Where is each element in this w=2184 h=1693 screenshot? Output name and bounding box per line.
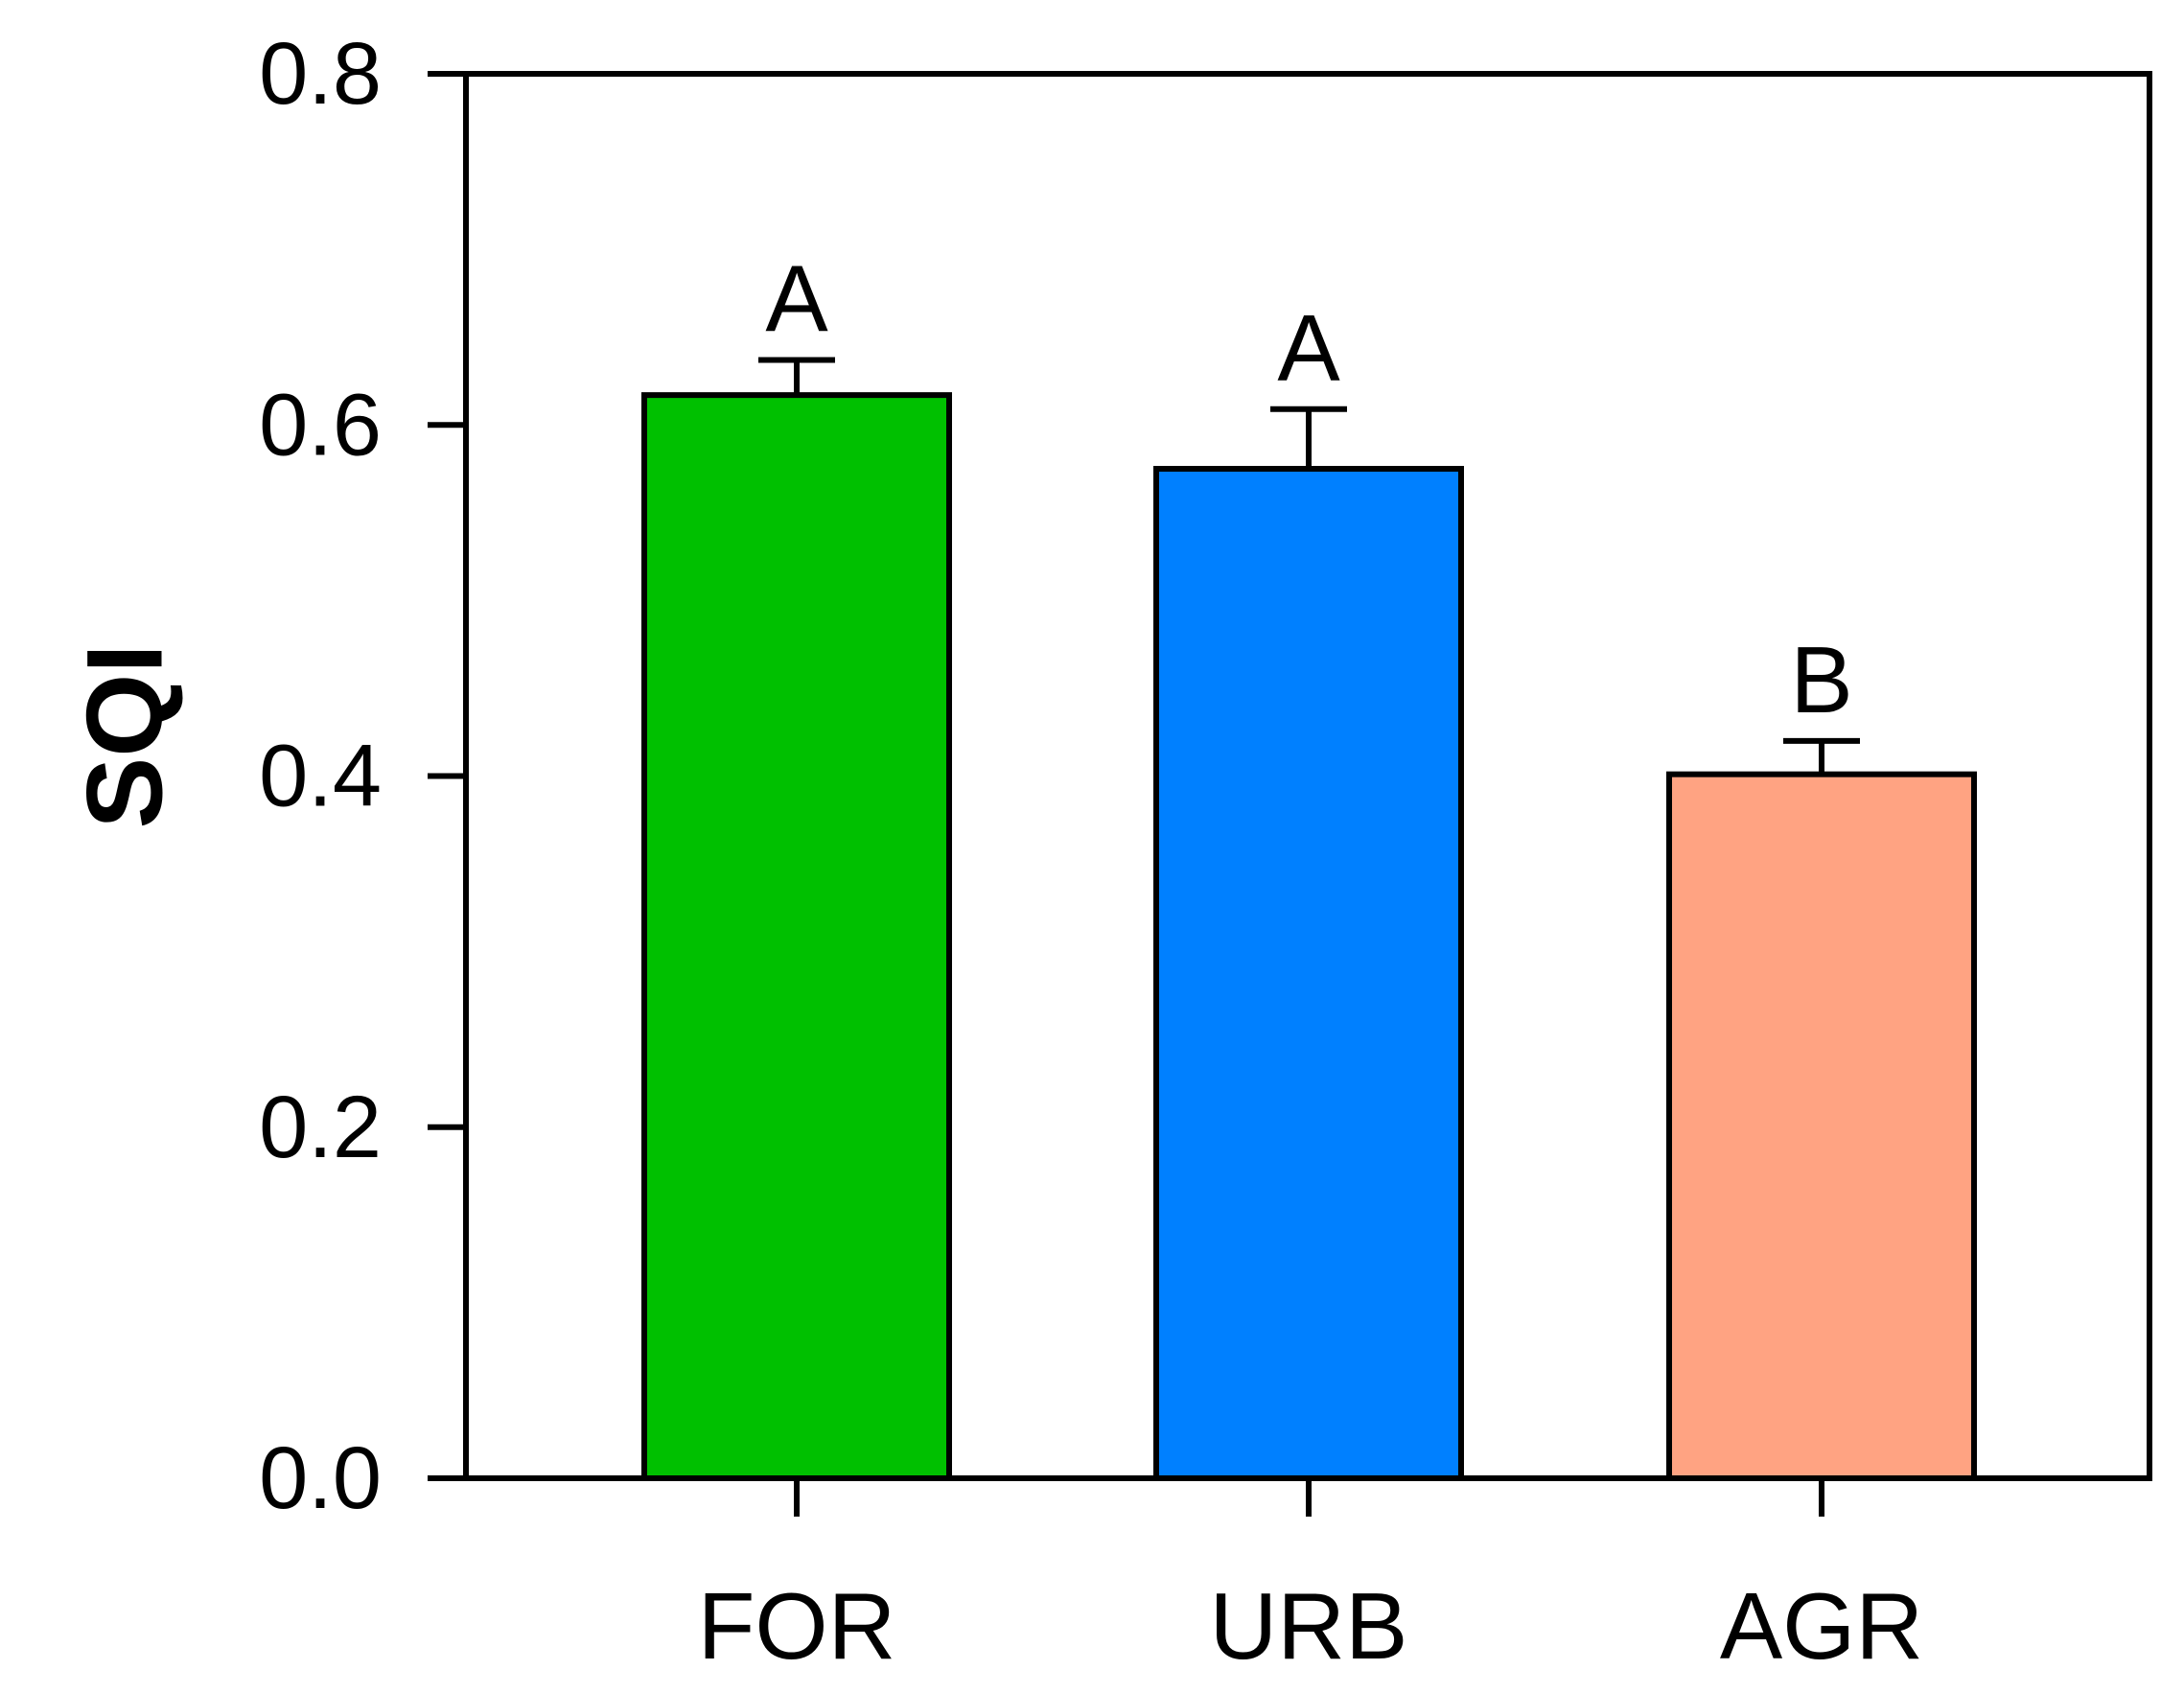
significance-letter-agr: B	[1790, 627, 1852, 732]
x-tick-label-agr: AGR	[1720, 1573, 1923, 1679]
x-tick-label-for: FOR	[698, 1573, 896, 1679]
x-tick-label-urb: URB	[1210, 1573, 1408, 1679]
significance-letter-for: A	[765, 245, 828, 351]
y-tick-label-0-4: 0.4	[259, 728, 382, 825]
significance-letter-urb: A	[1277, 295, 1340, 401]
bar-agr	[1666, 771, 1977, 1481]
bar-urb	[1153, 466, 1464, 1481]
y-tick-label-0-6: 0.6	[259, 376, 382, 474]
y-tick-label-0-2: 0.2	[259, 1078, 382, 1176]
y-tick-label-0-0: 0.0	[259, 1429, 382, 1527]
y-tick-label-0-8: 0.8	[259, 25, 382, 123]
bar-for	[641, 392, 952, 1481]
y-axis-title: SQI	[65, 644, 185, 829]
